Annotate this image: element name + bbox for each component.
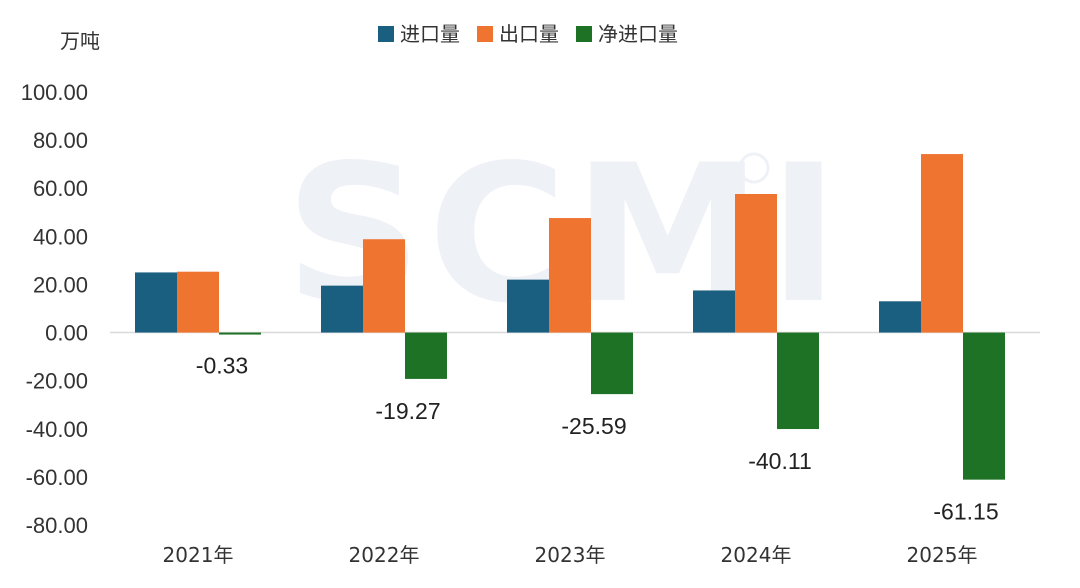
y-tick-label: 80.00 xyxy=(33,128,88,153)
bar-1-5 xyxy=(879,301,921,333)
registered-mark-icon xyxy=(738,152,770,184)
data-label: -25.59 xyxy=(561,413,626,439)
y-axis-ticks: 100.00 80.00 60.00 40.00 20.00 0.00 -20.00 -40.… xyxy=(21,80,88,538)
y-tick-label: -80.00 xyxy=(26,513,88,538)
x-category-label: 2022年 xyxy=(349,543,420,567)
bars xyxy=(135,154,1005,480)
x-category-label: 2024年 xyxy=(721,543,792,567)
bar-1-4 xyxy=(693,290,735,333)
legend-label: 进口量 xyxy=(400,22,460,46)
legend-swatch xyxy=(378,26,394,42)
x-axis-category-labels: 2021年 2022年 2023年 2024年 2025年 xyxy=(163,543,978,567)
y-tick-label: -60.00 xyxy=(26,465,88,490)
legend-label: 净进口量 xyxy=(598,22,678,46)
bar-3-4 xyxy=(777,332,819,430)
legend-swatch xyxy=(477,26,493,42)
y-tick-label: 60.00 xyxy=(33,176,88,201)
data-label: -40.11 xyxy=(748,448,812,474)
data-labels: -0.33 -19.27 -25.59 -40.11 -61.15 xyxy=(196,352,999,524)
data-label: -19.27 xyxy=(375,398,440,424)
legend-swatch xyxy=(576,26,592,42)
y-tick-label: 20.00 xyxy=(33,272,88,297)
bar-3-2 xyxy=(405,332,447,379)
bar-3-1 xyxy=(219,332,261,335)
bar-1-1 xyxy=(135,272,177,333)
data-label: -61.15 xyxy=(933,499,998,525)
x-category-label: 2025年 xyxy=(907,543,978,567)
y-tick-label: -20.00 xyxy=(26,369,88,394)
y-tick-label: -40.00 xyxy=(26,417,88,442)
bar-2-4 xyxy=(735,193,777,333)
legend-label: 出口量 xyxy=(499,22,559,46)
bar-2-3 xyxy=(549,218,591,333)
x-category-label: 2021年 xyxy=(163,543,234,567)
y-tick-label: 0.00 xyxy=(45,321,88,346)
bar-2-2 xyxy=(363,239,405,333)
x-category-label: 2023年 xyxy=(535,543,606,567)
data-label: -0.33 xyxy=(196,352,248,378)
bar-3-3 xyxy=(591,332,633,395)
y-axis-unit-label: 万吨 xyxy=(60,29,100,53)
bar-3-5 xyxy=(963,332,1005,480)
y-tick-label: 40.00 xyxy=(33,224,88,249)
legend: 进口量 出口量 净进口量 xyxy=(378,22,678,46)
bar-1-3 xyxy=(507,279,549,333)
bar-1-2 xyxy=(321,285,363,333)
bar-2-5 xyxy=(921,154,963,333)
bar-2-1 xyxy=(177,271,219,333)
y-tick-label: 100.00 xyxy=(21,80,88,105)
